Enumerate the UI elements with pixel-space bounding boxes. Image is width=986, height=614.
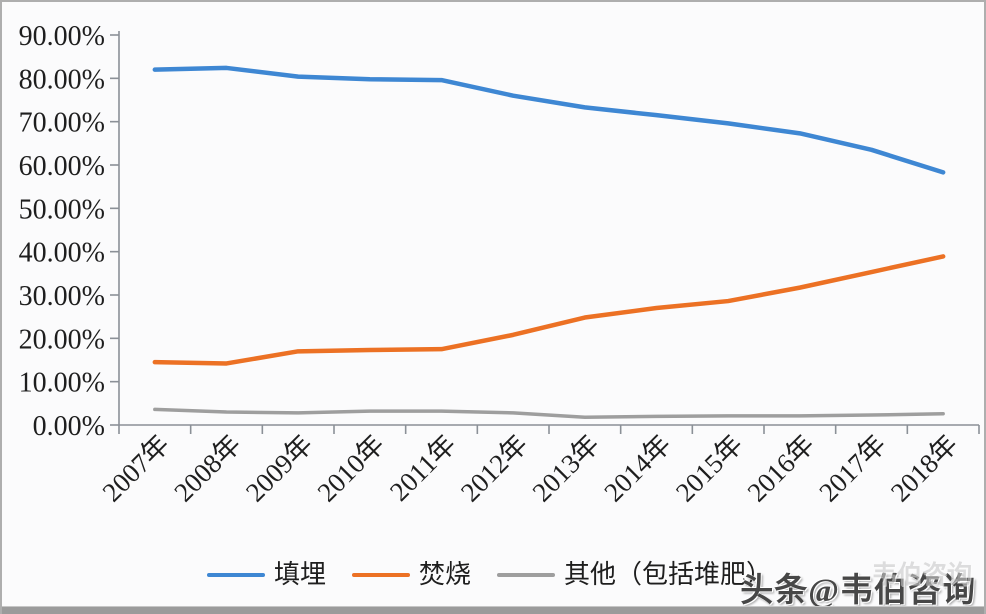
svg-text:2017年: 2017年 [813,429,891,507]
svg-text:60.00%: 60.00% [19,151,105,182]
legend-line-swatch-landfill [207,573,265,577]
svg-text:90.00%: 90.00% [19,21,105,52]
svg-text:20.00%: 20.00% [19,324,105,355]
svg-text:2008年: 2008年 [168,429,246,507]
svg-text:2011年: 2011年 [384,429,462,507]
svg-text:2016年: 2016年 [742,429,820,507]
svg-text:70.00%: 70.00% [19,108,105,139]
svg-text:2007年: 2007年 [97,429,175,507]
svg-text:2010年: 2010年 [312,429,390,507]
legend-item-landfill: 填埋 [207,562,326,588]
svg-text:2013年: 2013年 [527,429,605,507]
legend-line-swatch-incineration [352,573,411,577]
legend-line-swatch-other [497,573,556,577]
svg-text:80.00%: 80.00% [19,64,105,95]
legend-item-other: 其他（包括堆肥） [497,562,772,588]
legend-item-incineration: 焚烧 [352,562,471,588]
svg-text:30.00%: 30.00% [19,281,105,312]
svg-text:0.00%: 0.00% [33,411,105,442]
svg-text:2012年: 2012年 [455,429,533,507]
svg-text:50.00%: 50.00% [19,194,105,225]
legend-label-incineration: 焚烧 [419,560,472,589]
legend-label-landfill: 填埋 [274,560,327,589]
bottom-border-bar [2,606,984,614]
svg-text:40.00%: 40.00% [19,238,105,269]
svg-text:2015年: 2015年 [670,429,748,507]
legend-label-other: 其他（包括堆肥） [564,560,773,589]
chart-legend: 填埋 焚烧 其他（包括堆肥） [207,558,772,592]
svg-text:10.00%: 10.00% [19,368,105,399]
svg-text:2018年: 2018年 [885,429,963,507]
svg-text:2009年: 2009年 [240,429,318,507]
svg-text:2014年: 2014年 [598,429,676,507]
